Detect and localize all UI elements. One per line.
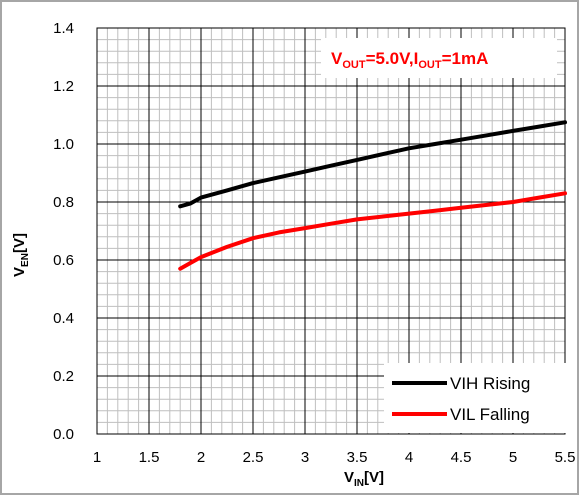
- plot-area-border: [96, 27, 566, 435]
- legend-label-vil: VIL Falling: [450, 405, 530, 424]
- series-layer: [178, 120, 567, 271]
- x-tick-labels: 1 1.5 2 2.5 3 3.5 4 4.5 5 5.5: [93, 449, 576, 466]
- x-tick-label: 2.5: [243, 449, 264, 466]
- x-tick-label: 1: [93, 449, 101, 466]
- series-line-vih-rising: [178, 120, 567, 209]
- x-tick-label: 3.5: [347, 449, 368, 466]
- y-tick-label: 0.0: [53, 426, 74, 443]
- annotation-text: VOUT=5.0V,IOUT=1mA: [331, 49, 488, 71]
- y-axis-label: VEN[V]: [11, 233, 31, 277]
- legend: VIH Rising VIL Falling: [384, 363, 572, 433]
- x-tick-label: 4: [405, 449, 413, 466]
- x-tick-label: 1.5: [139, 449, 160, 466]
- x-tick-label: 4.5: [451, 449, 472, 466]
- y-tick-labels: 0.0 0.2 0.4 0.6 0.8 1.0 1.2 1.4: [53, 20, 74, 443]
- y-tick-label: 0.4: [53, 310, 74, 327]
- x-axis-label: VIN[V]: [344, 469, 384, 489]
- y-tick-label: 0.8: [53, 194, 74, 211]
- y-tick-label: 1.4: [53, 20, 74, 37]
- x-tick-label: 3: [301, 449, 309, 466]
- legend-background: [384, 363, 572, 433]
- legend-label-vih: VIH Rising: [450, 374, 530, 393]
- y-tick-label: 0.6: [53, 252, 74, 269]
- major-gridlines: [97, 28, 565, 434]
- y-tick-label: 1.0: [53, 136, 74, 153]
- y-tick-label: 0.2: [53, 368, 74, 385]
- x-tick-label: 5.5: [555, 449, 576, 466]
- x-tick-label: 2: [197, 449, 205, 466]
- series-line-vil-falling: [178, 191, 567, 271]
- annotation-background: [321, 38, 557, 78]
- x-tick-label: 5: [509, 449, 517, 466]
- y-tick-label: 1.2: [53, 78, 74, 95]
- condition-annotation: VOUT=5.0V,IOUT=1mA: [321, 38, 557, 78]
